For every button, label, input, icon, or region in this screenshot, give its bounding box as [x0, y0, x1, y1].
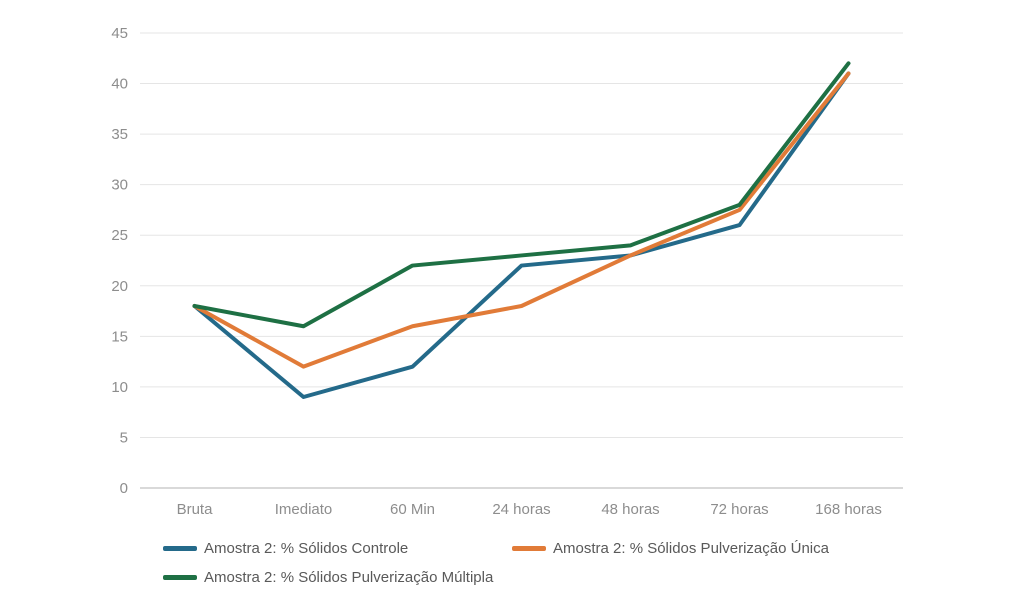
- y-tick-label: 30: [111, 177, 128, 194]
- y-tick-label: 10: [111, 379, 128, 396]
- y-tick-label: 40: [111, 76, 128, 93]
- x-category-label: 48 horas: [601, 501, 659, 518]
- y-tick-label: 20: [111, 278, 128, 295]
- y-tick-label: 0: [120, 480, 128, 497]
- x-category-label: 168 horas: [815, 501, 882, 518]
- legend-swatch-icon: [512, 546, 546, 551]
- series-line-0: [192, 71, 851, 399]
- legend-swatch-icon: [163, 575, 197, 580]
- x-category-label: 60 Min: [390, 501, 435, 518]
- series-line-2: [192, 61, 851, 329]
- legend-label: Amostra 2: % Sólidos Pulverização Múltip…: [204, 569, 494, 586]
- x-category-label: Imediato: [275, 501, 333, 518]
- series-line-1: [192, 71, 851, 369]
- legend-item-2: Amostra 2: % Sólidos Pulverização Múltip…: [163, 569, 493, 586]
- y-tick-label: 35: [111, 126, 128, 143]
- y-tick-label: 15: [111, 328, 128, 345]
- y-tick-label: 25: [111, 227, 128, 244]
- legend-swatch-icon: [163, 546, 197, 551]
- legend-label: Amostra 2: % Sólidos Controle: [204, 540, 409, 557]
- x-category-label: 24 horas: [492, 501, 550, 518]
- y-tick-label: 45: [111, 25, 128, 42]
- chart-legend: Amostra 2: % Sólidos Controle Amostra 2: …: [0, 0, 1024, 586]
- legend-item-1: Amostra 2: % Sólidos Pulverização Única: [512, 540, 829, 557]
- y-tick-label: 5: [120, 429, 128, 446]
- legend-item-0: Amostra 2: % Sólidos Controle: [163, 540, 408, 557]
- x-category-label: Bruta: [177, 501, 214, 518]
- x-category-label: 72 horas: [710, 501, 768, 518]
- legend-label: Amostra 2: % Sólidos Pulverização Única: [553, 540, 829, 557]
